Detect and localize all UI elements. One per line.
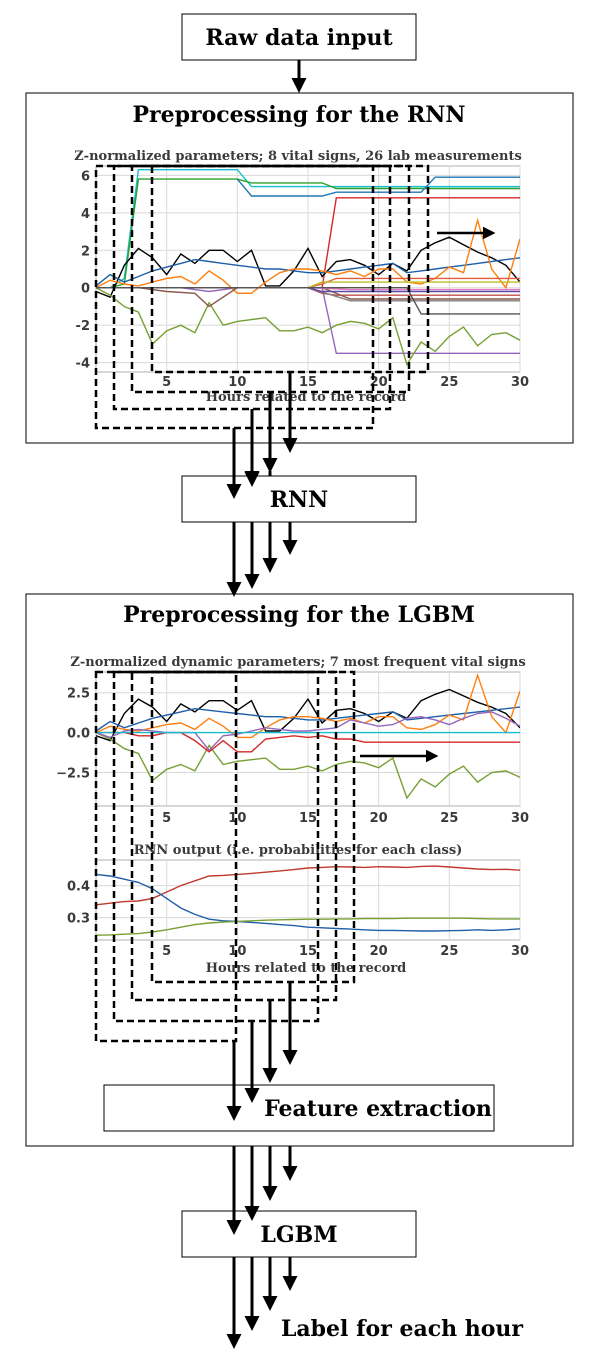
pre-lgbm-title: Preprocessing for the LGBM bbox=[123, 602, 475, 628]
rnn-label: RNN bbox=[270, 487, 329, 513]
x-tick-label: 15 bbox=[299, 811, 317, 826]
series-line bbox=[96, 217, 520, 294]
lgbm-node: LGBM bbox=[181, 1210, 417, 1258]
lgbm-label: LGBM bbox=[260, 1222, 337, 1248]
chart-title: Z-normalized parameters; 8 vital signs, … bbox=[74, 149, 522, 164]
x-axis-label: Hours related to the record bbox=[206, 961, 407, 976]
series-line bbox=[96, 287, 520, 315]
x-tick-label: 30 bbox=[511, 811, 529, 826]
arrows-through-rnn bbox=[226, 471, 272, 499]
x-tick-label: 10 bbox=[228, 375, 246, 390]
y-tick-label: 0.4 bbox=[67, 880, 90, 895]
pre-lgbm-panel: Preprocessing for the LGBM bbox=[25, 593, 574, 1147]
y-tick-label: 6 bbox=[81, 169, 90, 184]
series-line bbox=[236, 176, 520, 197]
y-tick-label: -4 bbox=[76, 357, 90, 372]
x-tick-label: 5 bbox=[162, 375, 171, 390]
series-line bbox=[96, 287, 520, 367]
series-line bbox=[96, 688, 520, 742]
x-tick-label: 25 bbox=[440, 375, 458, 390]
x-tick-label: 20 bbox=[370, 811, 388, 826]
chart-all-parameters: Z-normalized parameters; 8 vital signs, … bbox=[74, 149, 529, 405]
chart-title: RNN output (i.e. probabilities for each … bbox=[134, 843, 463, 858]
rnn-node: RNN bbox=[181, 475, 417, 523]
series-line bbox=[96, 178, 520, 289]
chart-title: Z-normalized dynamic parameters; 7 most … bbox=[70, 655, 525, 670]
y-tick-label: -2 bbox=[76, 319, 90, 334]
feature-label: Feature extraction bbox=[264, 1096, 492, 1122]
chart-rnn-output: RNN output (i.e. probabilities for each … bbox=[67, 843, 529, 976]
output-label: Label for each hour bbox=[281, 1316, 523, 1342]
series-line bbox=[96, 731, 520, 800]
series-line bbox=[96, 865, 520, 906]
y-tick-label: 4 bbox=[81, 207, 90, 222]
x-tick-label: 10 bbox=[228, 811, 246, 826]
pre-rnn-title: Preprocessing for the RNN bbox=[132, 102, 465, 128]
arrows-to-feature bbox=[226, 982, 298, 1121]
x-tick-label: 30 bbox=[511, 375, 529, 390]
y-tick-label: 0.3 bbox=[67, 912, 90, 927]
x-axis-label: Hours related to the record bbox=[206, 390, 407, 405]
x-tick-label: 30 bbox=[511, 944, 529, 959]
arrows-to-lgbm bbox=[226, 1146, 298, 1235]
raw-data-node: Raw data input bbox=[181, 13, 417, 61]
x-tick-label: 5 bbox=[162, 944, 171, 959]
x-tick-label: 20 bbox=[370, 944, 388, 959]
series-line bbox=[96, 672, 520, 739]
x-tick-label: 25 bbox=[440, 944, 458, 959]
y-tick-label: 0.0 bbox=[67, 727, 90, 742]
x-tick-label: 25 bbox=[440, 811, 458, 826]
window-8 bbox=[150, 670, 356, 984]
y-tick-label: 2 bbox=[81, 244, 90, 259]
arrows-from-lgbm bbox=[226, 1257, 298, 1349]
series-line bbox=[96, 873, 520, 932]
arrows-from-rnn bbox=[226, 522, 298, 597]
raw-data-label: Raw data input bbox=[205, 25, 393, 51]
y-tick-label: 0 bbox=[81, 282, 90, 297]
x-tick-label: 15 bbox=[299, 944, 317, 959]
x-tick-label: 15 bbox=[299, 375, 317, 390]
series-group bbox=[96, 865, 520, 936]
series-line bbox=[96, 917, 520, 936]
x-tick-label: 5 bbox=[162, 811, 171, 826]
series-line bbox=[96, 236, 520, 298]
x-tick-label: 10 bbox=[228, 944, 246, 959]
chart-dynamic-parameters: Z-normalized dynamic parameters; 7 most … bbox=[56, 655, 529, 826]
series-line bbox=[96, 168, 520, 289]
sliding-windows-2 bbox=[94, 670, 356, 1043]
y-tick-label: −2.5 bbox=[56, 767, 90, 782]
feature-node: Feature extraction bbox=[103, 1084, 495, 1132]
series-group bbox=[96, 672, 520, 800]
y-tick-label: 2.5 bbox=[67, 687, 90, 702]
series-group bbox=[96, 168, 520, 367]
